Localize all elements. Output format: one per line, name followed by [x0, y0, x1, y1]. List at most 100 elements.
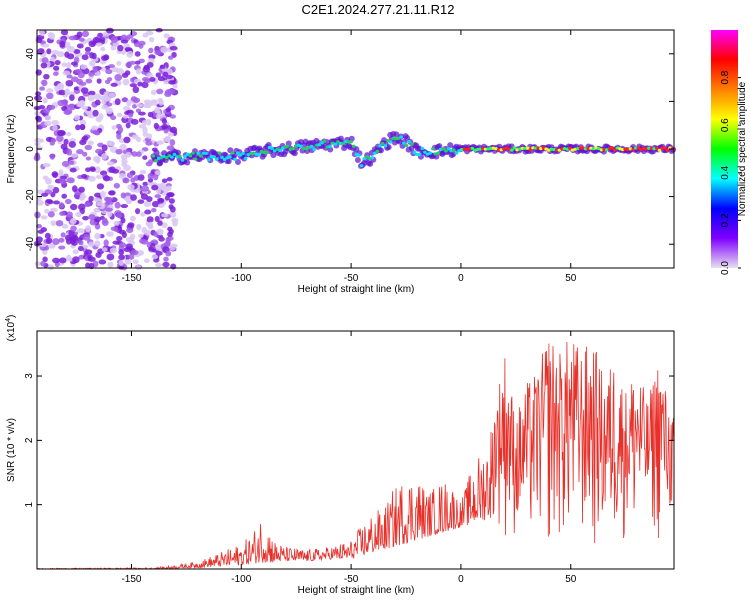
trace-core: [394, 137, 398, 141]
noise-dot: [145, 140, 153, 146]
trace-core: [409, 142, 414, 146]
noise-dot: [116, 60, 122, 66]
noise-dot: [62, 99, 68, 106]
noise-dot: [75, 211, 82, 218]
noise-dot: [115, 148, 123, 155]
noise-dot: [85, 262, 91, 269]
noise-dot: [167, 226, 173, 232]
noise-dot: [166, 185, 172, 192]
trace-core: [423, 150, 427, 154]
noise-dot: [59, 211, 66, 216]
noise-dot: [82, 215, 89, 221]
noise-dot: [58, 169, 64, 176]
trace-core: [444, 149, 448, 153]
trace-core: [568, 146, 572, 150]
noise-dot: [126, 227, 134, 234]
trace-core: [649, 147, 654, 151]
spectrogram-x-label: Height of straight line (km): [298, 284, 415, 295]
noise-dot: [118, 173, 127, 180]
noise-dot: [128, 112, 134, 118]
noise-dot: [73, 48, 81, 54]
noise-dot: [125, 62, 132, 68]
noise-dot: [76, 228, 85, 234]
noise-dot: [116, 132, 122, 140]
noise-dot: [53, 65, 60, 71]
trace-core: [333, 142, 338, 146]
noise-dot: [132, 86, 140, 94]
noise-dot: [145, 196, 153, 202]
trace-core: [557, 148, 562, 152]
trace-halo: [184, 159, 191, 166]
snr-x-tick-label: 50: [565, 574, 577, 585]
noise-dot: [58, 245, 66, 250]
noise-dot: [58, 202, 65, 209]
noise-dot: [142, 155, 148, 160]
noise-dot: [47, 264, 54, 271]
noise-dot: [137, 233, 144, 238]
noise-dot: [121, 158, 128, 165]
colorbar-label: Normalized spectral amplitude: [737, 81, 748, 216]
noise-dot: [81, 54, 89, 61]
noise-dot: [146, 216, 154, 223]
noise-dot: [48, 32, 56, 40]
trace-core: [375, 149, 380, 153]
noise-dot: [88, 214, 96, 220]
trace-core: [191, 151, 195, 155]
noise-dot: [129, 215, 136, 222]
noise-dot: [109, 247, 117, 254]
noise-dot: [126, 50, 134, 58]
trace-core: [631, 147, 635, 152]
spectrogram-x-tick-label: 50: [565, 273, 577, 284]
noise-dot: [66, 131, 72, 137]
noise-dot: [135, 108, 142, 113]
trace-core: [446, 147, 451, 151]
spectrogram-panel: -150 -100 -50 0 50 -40 -20 0 20 40 Height of str…: [6, 27, 677, 295]
noise-dot: [118, 249, 125, 256]
noise-dot: [135, 151, 142, 157]
noise-dot: [155, 262, 163, 268]
trace-core: [338, 141, 343, 146]
noise-dot: [96, 183, 105, 190]
noise-scatter: [33, 27, 179, 271]
noise-dot: [138, 43, 144, 49]
noise-dot: [104, 196, 111, 202]
noise-dot: [75, 124, 81, 131]
noise-dot: [42, 162, 51, 168]
trace-core: [599, 148, 604, 152]
noise-dot: [120, 204, 129, 209]
noise-dot: [156, 140, 165, 145]
noise-dot: [126, 99, 132, 107]
trace-core: [523, 146, 527, 150]
snr-y-tick-label: 1: [24, 501, 35, 507]
noise-dot: [43, 107, 51, 115]
noise-dot: [135, 68, 142, 75]
noise-dot: [61, 62, 68, 67]
noise-dot: [107, 210, 113, 218]
noise-dot: [65, 211, 73, 219]
trace-core: [309, 144, 314, 149]
noise-dot: [164, 135, 172, 142]
trace-core: [383, 144, 388, 148]
noise-dot: [112, 66, 119, 73]
noise-dot: [52, 238, 60, 245]
noise-dot: [47, 184, 55, 191]
trace-core: [341, 141, 345, 146]
noise-dot: [130, 194, 137, 201]
noise-dot: [51, 119, 60, 126]
noise-dot: [78, 37, 85, 42]
colorbar-tick-label: 0.0: [720, 261, 731, 275]
noise-dot: [146, 72, 154, 79]
noise-dot: [84, 249, 93, 255]
trace-core: [278, 148, 282, 153]
snr-x-tick-label: -100: [231, 574, 251, 585]
trace-halo: [175, 149, 182, 156]
noise-dot: [137, 174, 145, 181]
noise-dot: [94, 232, 101, 240]
noise-dot: [147, 173, 154, 180]
trace-core: [662, 146, 667, 150]
noise-dot: [68, 140, 77, 148]
noise-dot: [81, 173, 88, 179]
trace-halo: [353, 146, 360, 153]
trace-core: [417, 152, 422, 157]
noise-dot: [151, 254, 159, 260]
